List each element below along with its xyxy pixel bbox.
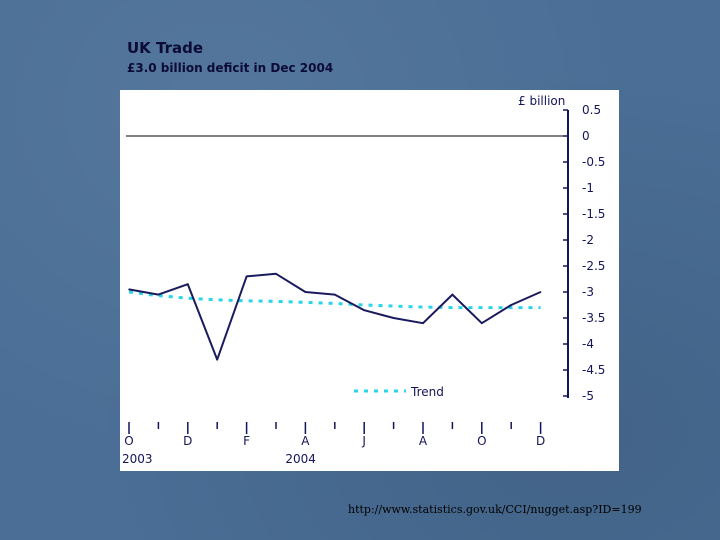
slide-title: UK Trade: [127, 39, 204, 57]
x-tick-label: F: [243, 434, 250, 448]
legend-trend-label: Trend: [410, 385, 444, 399]
y-tick-label: -1: [582, 181, 594, 195]
y-tick-label: -4: [582, 337, 594, 351]
y-axis-label: £ billion: [518, 94, 565, 108]
x-year-label: 2004: [285, 452, 316, 466]
trade-balance-series-line: [128, 272, 542, 361]
trade-balance-point: [539, 291, 542, 293]
trade-balance-point: [187, 283, 189, 285]
trade-balance-point: [334, 293, 336, 296]
source-url: http://www.statistics.gov.uk/CCI/nugget.…: [348, 503, 642, 516]
x-tick-label: D: [183, 434, 192, 448]
x-year-label: 2003: [122, 452, 153, 466]
trade-balance-point: [422, 322, 424, 324]
x-tick-label: D: [536, 434, 545, 448]
y-tick-label: -1.5: [582, 207, 605, 221]
trade-balance-point: [451, 293, 454, 296]
x-tick-label: J: [361, 434, 366, 448]
trade-balance-point: [245, 275, 248, 278]
y-tick-label: -5: [582, 389, 594, 403]
trade-balance-point: [128, 288, 130, 291]
y-tick-label: -0.5: [582, 155, 605, 169]
y-tick-label: -3.5: [582, 311, 605, 325]
x-ticks: O D F A J A O D 2003 2004: [122, 422, 545, 466]
y-ticks: 0.5 0 -0.5 -1 -1.5 -2 -2.5 -3 -3.5 -4 -4.5 -5: [563, 103, 605, 403]
x-tick-label: A: [301, 434, 310, 448]
trade-balance-point: [363, 309, 365, 311]
series-layer: [128, 272, 542, 361]
y-tick-label: -4.5: [582, 363, 605, 377]
y-tick-label: 0.5: [582, 103, 601, 117]
y-tick-label: -2: [582, 233, 594, 247]
x-tick-label: O: [124, 434, 133, 448]
x-tick-label: O: [477, 434, 486, 448]
trade-balance-point: [275, 273, 277, 275]
x-tick-label: A: [419, 434, 428, 448]
trade-balance-point: [216, 358, 218, 361]
trade-balance-point: [157, 293, 160, 296]
trade-balance-point: [510, 304, 512, 306]
y-tick-label: -3: [582, 285, 594, 299]
y-tick-label: -2.5: [582, 259, 605, 273]
trade-balance-point: [481, 322, 483, 324]
slide-subtitle: £3.0 billion deficit in Dec 2004: [127, 61, 334, 75]
trade-balance-point: [392, 317, 395, 319]
trade-balance-point: [304, 291, 307, 293]
y-tick-label: 0: [582, 129, 590, 143]
trend-series-line: [128, 290, 541, 310]
chart-panel: 0.5 0 -0.5 -1 -1.5 -2 -2.5 -3 -3.5 -4 -4.5 -5 O D F A J…: [120, 90, 619, 471]
trade-balance-chart: 0.5 0 -0.5 -1 -1.5 -2 -2.5 -3 -3.5 -4 -4.5 -5 O D F A J…: [122, 94, 605, 466]
legend: Trend: [354, 385, 444, 399]
